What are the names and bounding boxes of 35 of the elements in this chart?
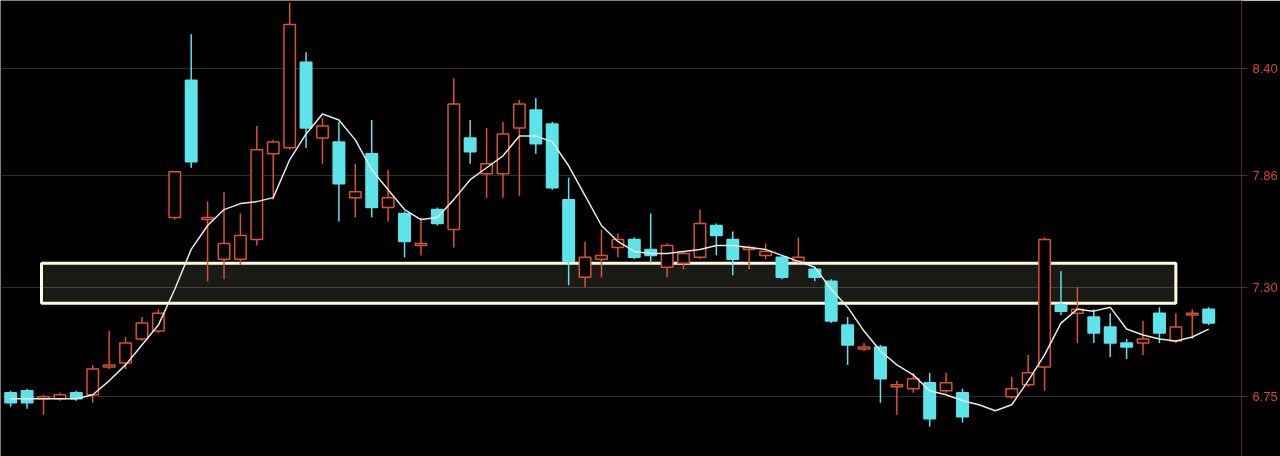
y-tick-label: 6.75 bbox=[1252, 389, 1278, 405]
y-tick-label: 8.40 bbox=[1252, 60, 1278, 76]
candlestick bbox=[1152, 306, 1166, 344]
candlestick bbox=[119, 336, 133, 370]
candlestick bbox=[381, 169, 395, 223]
candlestick bbox=[726, 230, 740, 277]
candlestick bbox=[890, 380, 904, 416]
candlestick bbox=[348, 163, 362, 219]
candlestick bbox=[217, 190, 231, 281]
candlestick bbox=[102, 330, 116, 370]
y-tick-label: 7.86 bbox=[1252, 168, 1278, 184]
candlestick bbox=[709, 222, 723, 257]
candlestick bbox=[315, 117, 329, 165]
candlestick bbox=[233, 212, 247, 267]
candlestick bbox=[578, 240, 592, 288]
candlestick bbox=[660, 242, 674, 279]
candlestick bbox=[135, 316, 149, 342]
candlestick bbox=[1054, 270, 1068, 316]
candlestick bbox=[1120, 338, 1134, 360]
candlestick bbox=[594, 228, 608, 279]
candlestick bbox=[939, 372, 953, 394]
candlestick bbox=[1169, 312, 1183, 344]
candlestick bbox=[841, 316, 855, 366]
y-tick-label: 7.30 bbox=[1252, 279, 1278, 295]
candlestick bbox=[775, 254, 789, 281]
candlestick bbox=[956, 388, 970, 424]
candlestick bbox=[906, 372, 920, 394]
candlestick bbox=[1087, 308, 1101, 344]
candlestick bbox=[512, 99, 526, 197]
candlestick bbox=[1185, 308, 1199, 340]
candlestick bbox=[1103, 312, 1117, 358]
candlestick bbox=[463, 119, 477, 165]
candlestick bbox=[1005, 376, 1019, 400]
candlestick bbox=[266, 139, 280, 201]
candlestick bbox=[1136, 320, 1150, 356]
